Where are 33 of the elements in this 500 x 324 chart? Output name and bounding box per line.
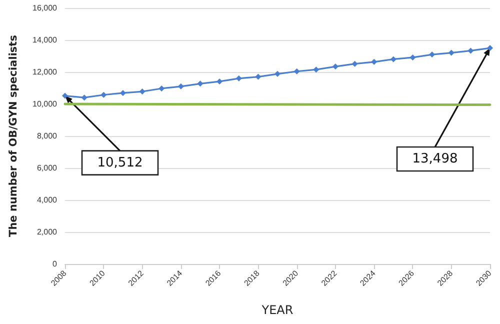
point xyxy=(274,70,280,77)
point xyxy=(81,94,88,101)
y-tick-label: 16,000 xyxy=(32,4,58,12)
point xyxy=(197,80,204,87)
point xyxy=(255,74,262,80)
y-axis-title: The number of OB/GYN specialists xyxy=(8,35,20,237)
y-tick-label: 0 xyxy=(52,260,58,268)
point xyxy=(313,66,320,73)
point xyxy=(216,78,223,84)
y-tick-label: 10,000 xyxy=(32,100,58,108)
annotation: 13,498 xyxy=(412,152,458,167)
point xyxy=(332,64,338,70)
point xyxy=(178,83,184,90)
point xyxy=(390,56,396,62)
y-tick-label: 4,000 xyxy=(36,196,58,204)
x-axis-title: YEAR xyxy=(260,303,294,317)
point xyxy=(100,92,107,98)
point xyxy=(139,88,146,95)
annotation: 10,512 xyxy=(97,155,143,170)
point xyxy=(448,50,454,56)
point xyxy=(410,54,416,60)
y-tick-label: 8,000 xyxy=(36,132,58,140)
point xyxy=(352,60,358,67)
y-tick-label: 12,000 xyxy=(32,68,58,76)
y-tick-label: 2,000 xyxy=(36,228,58,236)
point xyxy=(468,48,474,54)
point xyxy=(487,45,493,52)
point xyxy=(236,75,242,82)
point xyxy=(371,58,378,65)
y-tick-label: 14,000 xyxy=(32,36,58,44)
point xyxy=(62,92,68,99)
point xyxy=(294,68,300,74)
y-tick-label: 6,000 xyxy=(36,164,58,172)
